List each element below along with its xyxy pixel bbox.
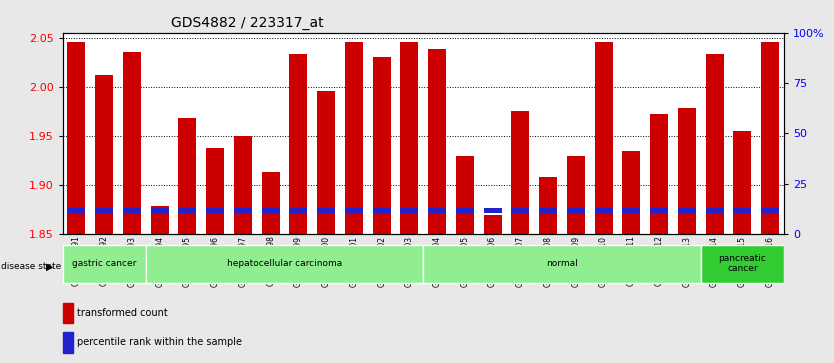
Text: gastric cancer: gastric cancer [72,259,136,268]
Bar [206,208,224,212]
Bar [123,52,141,234]
Bar [289,208,308,212]
Bar [262,172,279,234]
Text: disease state: disease state [1,262,61,271]
Bar [567,155,585,234]
Bar [539,208,557,212]
Bar [706,208,724,212]
Text: hepatocellular carcinoma: hepatocellular carcinoma [227,259,342,268]
Text: pancreatic
cancer: pancreatic cancer [718,253,766,273]
Bar [567,208,585,212]
Bar [761,41,779,234]
Bar [151,208,168,212]
Text: transformed count: transformed count [77,308,168,318]
Text: percentile rank within the sample: percentile rank within the sample [77,337,242,347]
Bar [761,208,779,212]
Bar [317,208,335,212]
Bar [151,205,168,234]
Bar [706,54,724,234]
Bar [733,208,751,212]
Bar [678,108,696,234]
Bar [400,42,419,234]
Bar [733,131,751,234]
Bar [345,208,363,212]
Bar [68,208,85,212]
Bar [428,208,446,212]
Bar [622,208,641,212]
Bar [650,208,668,212]
Bar [595,208,613,212]
Bar [622,151,641,234]
Text: GDS4882 / 223317_at: GDS4882 / 223317_at [171,16,324,30]
Bar [511,111,530,234]
Text: normal: normal [546,259,578,268]
Bar [511,208,530,212]
Bar [63,245,146,283]
Bar [701,245,784,283]
Bar [484,208,501,212]
Bar [317,91,335,234]
Bar [428,49,446,234]
Bar [456,208,474,212]
Bar [456,156,474,234]
Text: ▶: ▶ [46,262,53,272]
Bar [345,42,363,234]
Bar [400,208,419,212]
Bar [146,245,424,283]
Bar [178,118,197,234]
Bar [373,208,390,212]
Bar [234,136,252,234]
Bar [206,148,224,234]
Bar [289,54,308,234]
Bar [95,75,113,234]
Bar [95,208,113,212]
Bar [234,208,252,212]
Bar [63,302,73,323]
Bar [423,245,701,283]
Bar [539,177,557,234]
Bar [373,57,390,234]
Bar [123,208,141,212]
Bar [678,208,696,212]
Bar [262,208,279,212]
Bar [595,41,613,234]
Bar [650,114,668,234]
Bar [178,208,197,212]
Bar [484,216,501,234]
Bar [68,41,85,234]
Bar [63,332,73,353]
